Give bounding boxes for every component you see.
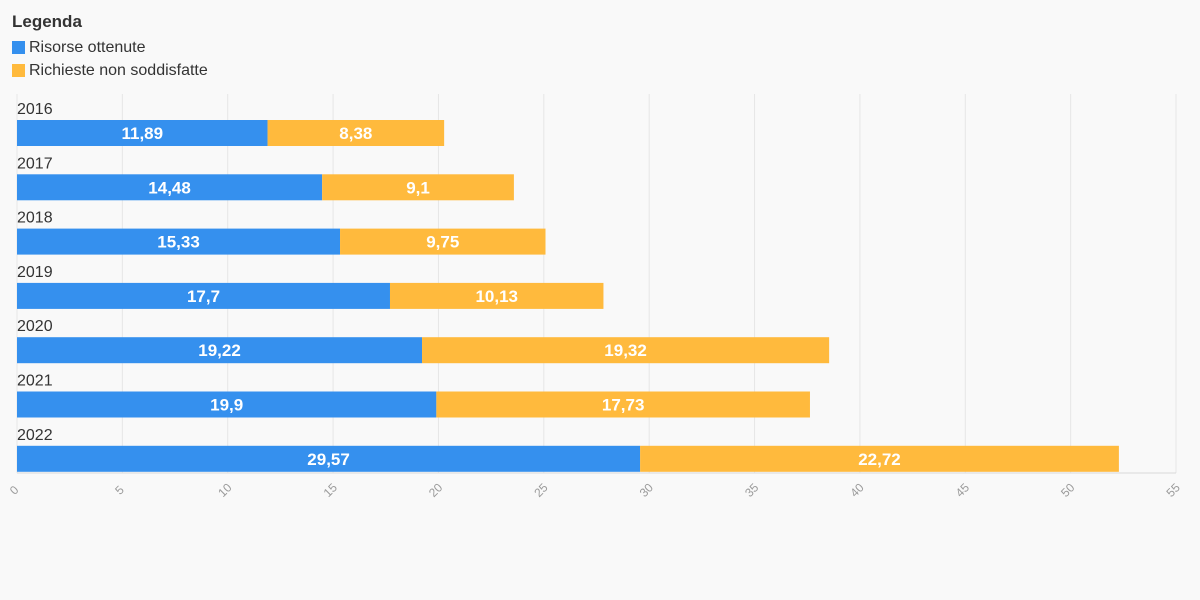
data-label: 22,72 (858, 450, 901, 469)
x-tick-label: 25 (531, 480, 551, 500)
legend-title: Legenda (12, 12, 82, 31)
bar-segment (17, 228, 341, 255)
category-label: 2021 (17, 373, 53, 390)
bar-segment (17, 337, 423, 364)
category-label: 2019 (17, 264, 53, 281)
bar-segment (17, 174, 323, 201)
data-label: 19,32 (604, 341, 647, 360)
legend-label-risorse: Risorse ottenute (29, 39, 146, 56)
bar-segment (17, 391, 437, 418)
bar-segment (17, 445, 641, 472)
data-label: 9,75 (426, 233, 459, 252)
x-tick-label: 5 (112, 483, 127, 498)
legend-swatch-risorse (12, 41, 25, 54)
x-tick-label: 55 (1163, 480, 1183, 500)
bar-segment (422, 337, 830, 364)
category-label: 2016 (17, 101, 53, 118)
data-label: 9,1 (406, 178, 430, 197)
x-tick-label: 40 (847, 480, 867, 500)
x-tick-label: 0 (7, 483, 22, 498)
legend-item-risorse: Risorse ottenute (12, 36, 208, 59)
data-label: 15,33 (157, 233, 200, 252)
bar-segment (267, 120, 445, 146)
data-label: 29,57 (307, 450, 350, 469)
bar-segment (17, 282, 390, 309)
category-label: 2018 (17, 210, 53, 227)
legend-item-richieste: Richieste non soddisfatte (12, 59, 208, 82)
x-tick-label: 20 (426, 480, 446, 500)
category-label: 2022 (17, 427, 53, 444)
bar-segment (436, 391, 810, 418)
bar-segment (322, 174, 514, 201)
x-tick-label: 45 (953, 480, 973, 500)
x-tick-label: 15 (321, 480, 341, 500)
data-label: 19,9 (210, 396, 243, 415)
bar-segment (640, 445, 1119, 472)
x-tick-label: 35 (742, 480, 762, 500)
data-label: 8,38 (339, 124, 372, 143)
bar-segment (340, 228, 546, 255)
data-label: 19,22 (198, 341, 241, 360)
legend: Legenda Risorse ottenute Richieste non s… (12, 12, 208, 82)
legend-swatch-richieste (12, 64, 25, 77)
data-label: 14,48 (148, 178, 191, 197)
x-tick-label: 30 (637, 480, 657, 500)
legend-label-richieste: Richieste non soddisfatte (29, 62, 208, 79)
data-label: 17,73 (602, 396, 645, 415)
category-label: 2017 (17, 155, 53, 172)
category-label: 2020 (17, 318, 53, 335)
bar-segment (389, 282, 604, 309)
x-tick-label: 10 (215, 480, 235, 500)
data-label: 11,89 (121, 124, 163, 143)
x-tick-label: 50 (1058, 480, 1078, 500)
bar-segment (17, 120, 268, 146)
data-label: 10,13 (475, 287, 518, 306)
data-label: 17,7 (187, 287, 220, 306)
